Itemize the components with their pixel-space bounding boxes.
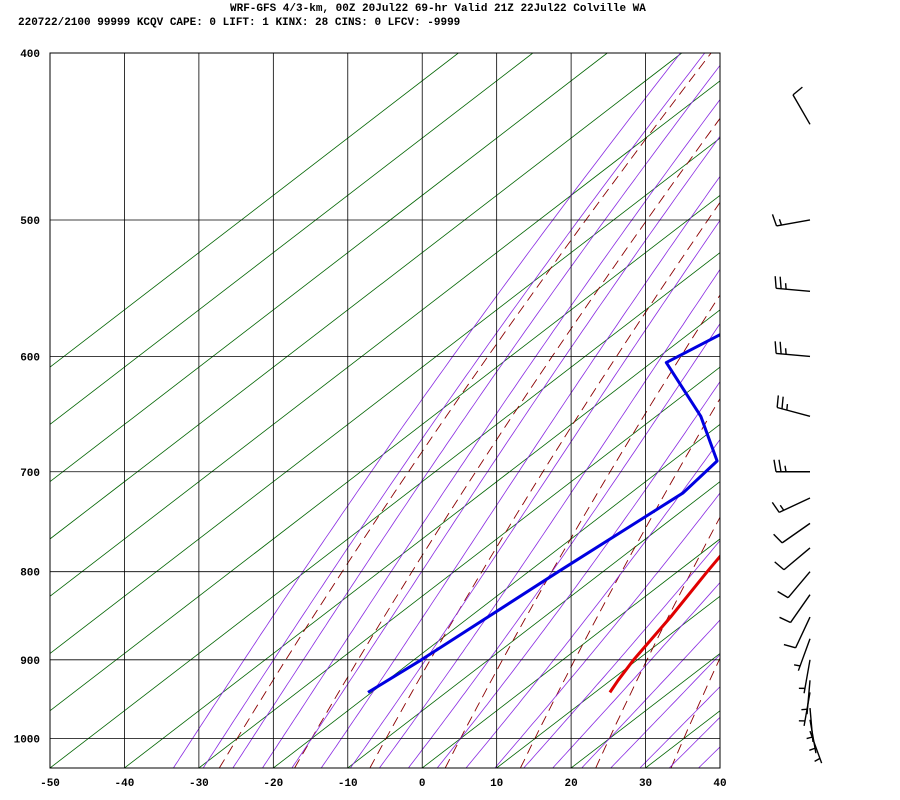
chart-subtitle: 220722/2100 99999 KCQV CAPE: 0 LIFT: 1 K… xyxy=(18,17,460,29)
isotherm-line xyxy=(50,252,720,768)
dry-adiabat-line xyxy=(595,516,720,768)
x-tick-label: 20 xyxy=(565,778,578,790)
y-tick-label: 600 xyxy=(20,352,40,364)
isotherm-line xyxy=(347,481,720,768)
moist-adiabat-line xyxy=(494,492,720,768)
wind-barb xyxy=(771,497,811,514)
moist-adiabat-line xyxy=(523,539,720,768)
y-tick-labels: 400 500 600 700 800 900 1000 xyxy=(14,49,40,747)
series-layer xyxy=(367,333,720,694)
wind-barb xyxy=(773,459,810,473)
moist-adiabat-line xyxy=(379,268,720,768)
isotherm-line xyxy=(50,53,608,483)
moist-adiabat-line xyxy=(291,135,720,768)
moist-adiabat-line xyxy=(436,380,720,768)
isotherm-line xyxy=(570,652,720,768)
wind-barb xyxy=(798,659,811,694)
isotherm-line xyxy=(50,194,720,712)
isotherm-line xyxy=(50,137,720,654)
wind-barb xyxy=(777,571,811,599)
isotherm-line xyxy=(50,53,459,368)
isotherm-line xyxy=(273,423,720,768)
wind-barb xyxy=(783,616,811,649)
dry-adiabat-line xyxy=(746,53,900,768)
background-lines xyxy=(50,53,900,768)
isotherm-line xyxy=(50,53,682,540)
wind-barbs xyxy=(771,86,823,764)
wind-barb xyxy=(771,214,811,227)
moist-adiabat-line xyxy=(639,686,720,768)
x-tick-label: -20 xyxy=(263,778,283,790)
plot-frame xyxy=(49,52,721,769)
x-tick-label: -30 xyxy=(189,778,209,790)
moist-adiabat-line xyxy=(408,322,720,768)
wind-barb xyxy=(792,86,811,125)
y-tick-label: 700 xyxy=(20,468,40,480)
y-tick-label: 800 xyxy=(20,568,40,580)
moist-adiabat-line xyxy=(552,581,720,768)
x-tick-label: 40 xyxy=(713,778,726,790)
wind-barb xyxy=(809,719,817,754)
x-tick-label: 30 xyxy=(639,778,652,790)
moist-adiabat-line xyxy=(668,716,720,768)
wind-barb xyxy=(809,730,823,764)
x-tick-label: -40 xyxy=(115,778,135,790)
isotherm-line xyxy=(421,538,720,768)
moist-adiabat-line xyxy=(465,438,720,768)
moist-adiabat-line xyxy=(262,98,720,768)
moist-adiabat-line xyxy=(350,219,720,768)
isotherm-line xyxy=(124,309,720,768)
dry-adiabat-line xyxy=(670,657,720,768)
moist-adiabat-line xyxy=(698,746,720,768)
y-tick-label: 500 xyxy=(20,216,40,228)
wind-barb xyxy=(798,692,811,726)
moist-adiabat-line xyxy=(320,175,720,768)
moist-adiabat-line xyxy=(581,619,720,768)
x-tick-label: -10 xyxy=(338,778,358,790)
moist-adiabat-line xyxy=(202,53,706,768)
x-tick-label: 10 xyxy=(490,778,503,790)
wind-barb xyxy=(773,522,811,544)
x-tick-labels: -50 -40 -30 -20 -10 0 10 20 30 40 xyxy=(40,778,727,790)
moist-adiabat-line xyxy=(232,64,720,768)
moist-adiabat-line xyxy=(758,53,900,768)
wind-barb xyxy=(774,276,811,292)
x-tick-label: -50 xyxy=(40,778,60,790)
isotherm-line xyxy=(50,80,720,597)
y-tick-label: 900 xyxy=(20,656,40,668)
moist-adiabat-line xyxy=(173,53,681,768)
dry-adiabat-line xyxy=(822,53,900,768)
wind-barb xyxy=(774,547,811,571)
x-tick-label: 0 xyxy=(419,778,426,790)
wind-barb xyxy=(776,395,811,417)
series-line-red xyxy=(608,554,720,694)
chart-grid xyxy=(49,52,721,768)
wind-barb xyxy=(793,638,811,671)
isotherm-line xyxy=(198,366,720,768)
isotherm-line xyxy=(496,595,720,768)
dry-adiabat-line xyxy=(519,397,720,768)
isotherm-line xyxy=(645,710,720,768)
dry-adiabat-line xyxy=(218,53,712,768)
dry-adiabat-line xyxy=(294,117,720,768)
chart-title: WRF-GFS 4/3-km, 00Z 20Jul22 69-hr Valid … xyxy=(230,3,646,15)
moist-adiabat-line xyxy=(610,653,720,768)
isotherm-line xyxy=(50,53,534,425)
series-line-blue xyxy=(367,333,720,694)
y-tick-label: 1000 xyxy=(14,735,40,747)
wind-barb xyxy=(774,341,811,358)
y-tick-label: 400 xyxy=(20,49,40,61)
wind-barb xyxy=(779,594,811,624)
dry-adiabat-line xyxy=(369,201,720,768)
moist-adiabat-line xyxy=(728,53,900,768)
